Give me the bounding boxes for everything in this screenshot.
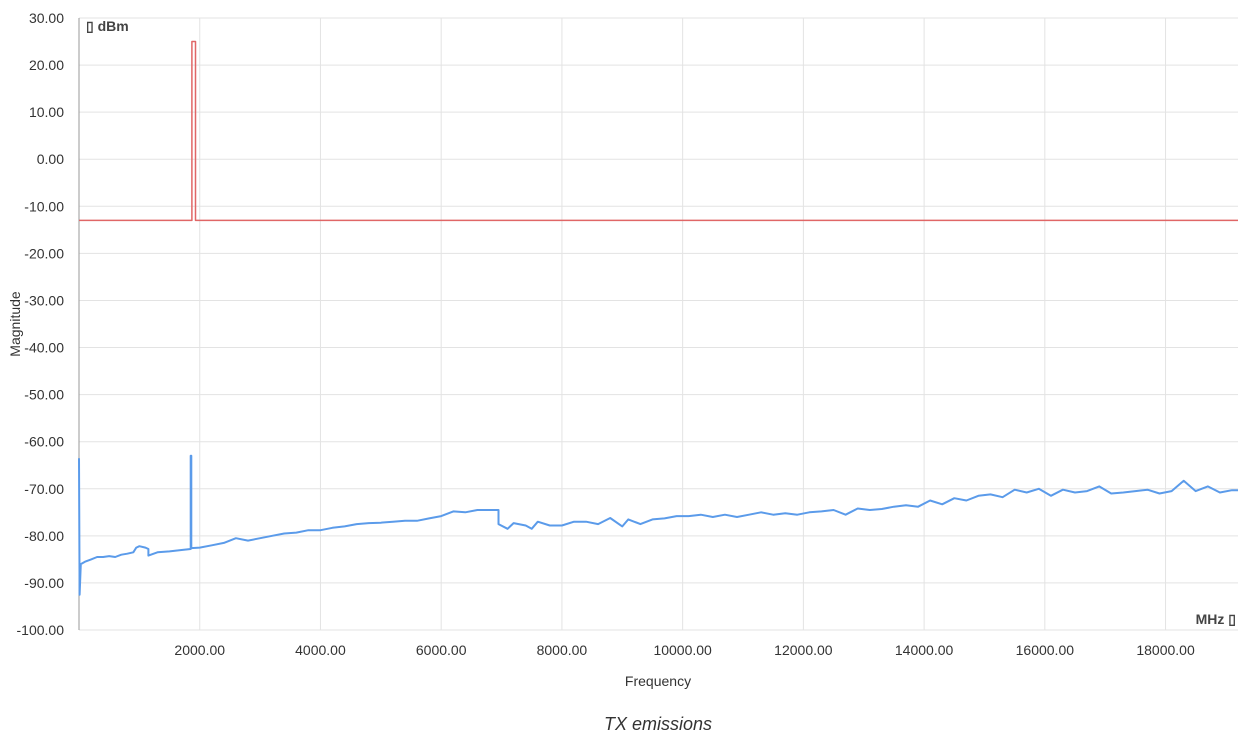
x-tick-label: 16000.00 [1016, 642, 1075, 658]
y-tick-labels: 30.00 20.00 10.00 0.00 -10.00 -20.00 -30.00 -40… [17, 10, 65, 638]
x-tick-label: 6000.00 [416, 642, 467, 658]
x-axis-title: Frequency [625, 673, 691, 689]
y-unit-label: ▯ dBm [86, 18, 129, 34]
y-tick-label: -10.00 [24, 198, 64, 214]
x-tick-label: 12000.00 [774, 642, 833, 658]
chart-caption: TX emissions [604, 714, 712, 734]
y-tick-label: -70.00 [24, 481, 64, 497]
y-tick-label: 20.00 [29, 57, 64, 73]
emission-trace-line [78, 454, 1238, 596]
x-tick-label: 14000.00 [895, 642, 954, 658]
x-unit-label: MHz ▯ [1196, 611, 1236, 627]
vertical-gridlines [199, 18, 1167, 630]
y-tick-label: -60.00 [24, 434, 64, 450]
y-tick-label: -20.00 [24, 245, 64, 261]
y-tick-label: -80.00 [24, 528, 64, 544]
y-tick-label: 0.00 [37, 151, 64, 167]
y-tick-label: -30.00 [24, 292, 64, 308]
y-tick-label: -50.00 [24, 387, 64, 403]
series-lines [78, 40, 1238, 596]
horizontal-gridlines [79, 17, 1238, 631]
y-tick-label: 30.00 [29, 10, 64, 26]
x-tick-label: 2000.00 [174, 642, 225, 658]
x-tick-label: 18000.00 [1136, 642, 1195, 658]
y-tick-label: 10.00 [29, 104, 64, 120]
limit-mask-line [79, 40, 1238, 222]
y-tick-label: -90.00 [24, 575, 64, 591]
y-tick-label: -40.00 [24, 340, 64, 356]
x-tick-labels: 2000.00 4000.00 6000.00 8000.00 10000.00 1200… [174, 642, 1195, 658]
x-tick-label: 10000.00 [653, 642, 712, 658]
x-tick-label: 8000.00 [537, 642, 588, 658]
y-tick-label: -100.00 [17, 622, 65, 638]
y-axis-title: Magnitude [7, 291, 23, 357]
x-tick-label: 4000.00 [295, 642, 346, 658]
